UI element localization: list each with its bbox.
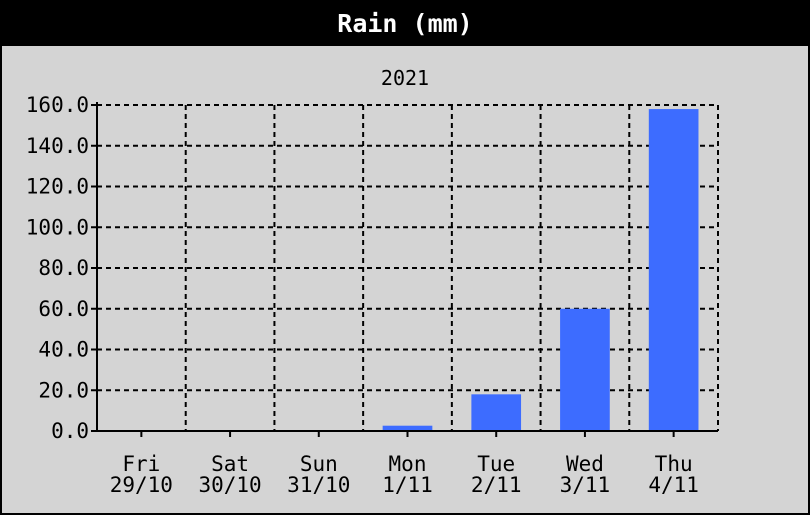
y-tick-label: 160.0 — [26, 93, 89, 117]
chart-title: Rain (mm) — [2, 2, 808, 46]
x-tick-label-date: 2/11 — [471, 473, 522, 497]
x-tick-label-day: Wed — [566, 452, 604, 476]
y-tick-label: 80.0 — [38, 256, 89, 280]
y-tick-label: 100.0 — [26, 215, 89, 239]
y-tick-label: 20.0 — [38, 378, 89, 402]
y-tick-label: 140.0 — [26, 134, 89, 158]
bar — [471, 394, 522, 431]
x-tick-label-date: 3/11 — [560, 473, 611, 497]
y-tick-label: 60.0 — [38, 297, 89, 321]
bar — [382, 425, 433, 431]
x-tick-label-date: 29/10 — [110, 473, 173, 497]
bar — [648, 109, 699, 431]
chart-subtitle: 2021 — [381, 66, 429, 90]
x-tick-label-day: Tue — [477, 452, 515, 476]
x-tick-label-date: 4/11 — [648, 473, 699, 497]
y-tick-label: 40.0 — [38, 338, 89, 362]
bar — [560, 308, 610, 431]
x-tick-label-date: 30/10 — [198, 473, 261, 497]
x-tick-label-day: Mon — [389, 452, 427, 476]
x-tick-label-day: Fri — [122, 452, 160, 476]
y-tick-label: 120.0 — [26, 175, 89, 199]
x-tick-label-day: Sun — [300, 452, 338, 476]
x-tick-label-day: Sat — [211, 452, 249, 476]
y-tick-label: 0.0 — [51, 419, 89, 443]
x-tick-label-date: 31/10 — [287, 473, 350, 497]
x-tick-label-day: Thu — [655, 452, 693, 476]
x-tick-label-date: 1/11 — [382, 473, 433, 497]
